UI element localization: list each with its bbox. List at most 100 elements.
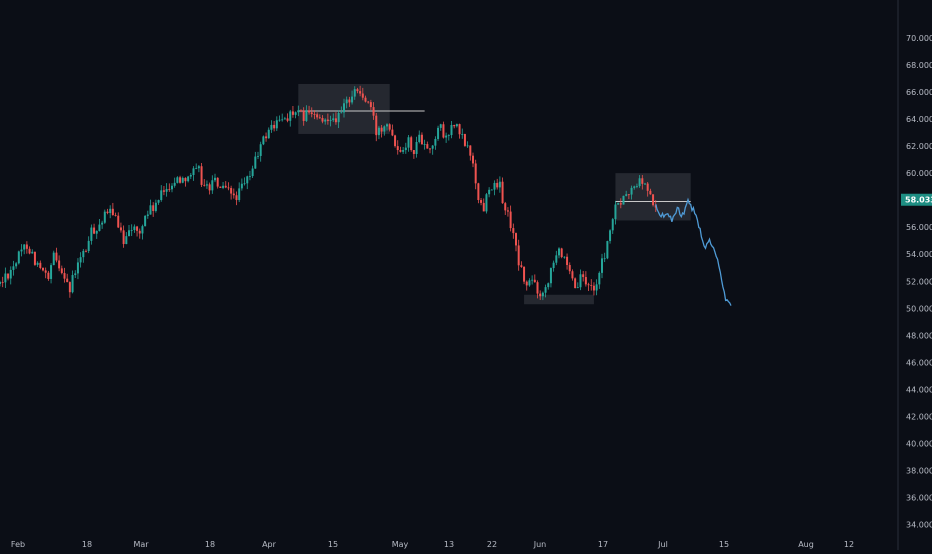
candle-body [109, 208, 112, 214]
candle-body [31, 251, 34, 254]
candle-body [117, 215, 120, 228]
candle-body [445, 135, 448, 138]
candle-body [549, 268, 552, 284]
candle-body [329, 120, 332, 122]
candle-body [216, 177, 219, 187]
candle-body [58, 260, 61, 269]
time-axis[interactable]: Feb 18 Mar 18 Apr 15 May 13 22 Jun 17 Jul 15 Aug 12 [11, 540, 854, 549]
candle-body [520, 265, 523, 267]
price-tick-label: 50.000 [906, 304, 932, 313]
candle-body [66, 278, 69, 283]
time-tick-label: Jul [657, 540, 668, 549]
candle-body [203, 184, 206, 186]
candle-body [587, 284, 590, 286]
price-tick-label: 60.000 [906, 169, 932, 178]
candle-body [633, 186, 636, 188]
candle-body [442, 124, 445, 138]
candle-body [95, 230, 98, 234]
candle-body [262, 136, 265, 145]
candle-body [625, 194, 628, 196]
candle-body [74, 273, 77, 276]
candle-body [316, 114, 319, 118]
candle-body [63, 273, 66, 279]
candle-body [485, 194, 488, 212]
candle-body [238, 188, 241, 201]
time-tick-label: 17 [598, 540, 608, 549]
candle-body [334, 118, 337, 123]
candle-body [463, 134, 466, 146]
candle-body [509, 211, 512, 229]
price-axis[interactable]: 34.000 36.000 38.000 40.000 42.000 44.000 46.0… [897, 0, 932, 550]
candle-body [343, 103, 345, 113]
candle-body [579, 274, 582, 288]
candle-body [246, 176, 249, 184]
candle-body [146, 214, 149, 216]
candle-body [111, 208, 114, 216]
candle-body [356, 89, 359, 92]
candle-body [606, 241, 609, 259]
candle-body [555, 255, 558, 263]
candle-body [469, 145, 472, 156]
candle-body [458, 124, 461, 135]
candle-body [141, 226, 144, 234]
candle-body [391, 129, 394, 136]
candle-body [68, 282, 71, 293]
candle-body [192, 168, 195, 175]
candle-body [386, 124, 388, 127]
candle-body [525, 281, 528, 286]
candle-body [477, 183, 480, 201]
candle-body [394, 135, 397, 147]
candle-body [259, 144, 262, 156]
candle-body [130, 230, 133, 231]
candle-body [407, 137, 410, 148]
price-tick-label: 64.000 [906, 115, 932, 124]
candle-body [187, 176, 190, 182]
candle-body [20, 249, 23, 252]
candle-body [291, 111, 294, 115]
candle-body [211, 180, 214, 191]
candle-body [627, 194, 630, 196]
candle-body [453, 125, 456, 127]
time-tick-label: 18 [82, 540, 92, 549]
candle-body [313, 113, 316, 115]
candle-body [265, 136, 268, 139]
candle-body [1, 281, 4, 283]
candle-body [646, 183, 649, 191]
candle-body [281, 119, 284, 121]
price-tick-label: 56.000 [906, 223, 932, 232]
candle-body [367, 101, 370, 103]
candle-body [603, 258, 606, 260]
candle-body [71, 275, 74, 293]
candle-body [528, 280, 531, 286]
candle-body [224, 185, 227, 188]
candle-body [563, 256, 566, 258]
candle-body [227, 187, 230, 189]
price-tick-label: 70.000 [906, 34, 932, 43]
candle-body [568, 265, 571, 272]
candle-body [361, 93, 364, 98]
candle-body [418, 134, 421, 142]
candle-body [76, 262, 79, 274]
candle-body [592, 285, 595, 291]
time-tick-label: Mar [133, 540, 149, 549]
candle-body [324, 119, 327, 122]
candle-body [396, 146, 399, 151]
candle-body [165, 188, 168, 192]
candle-body [364, 97, 367, 102]
candle-body [576, 287, 579, 289]
candle-body [248, 176, 251, 177]
candle-body [90, 227, 93, 241]
candle-body [566, 256, 569, 266]
candle-body [402, 150, 405, 152]
candle-body [372, 107, 375, 116]
candle-body [630, 187, 633, 195]
candle-body [214, 177, 216, 181]
candle-body [297, 110, 300, 113]
candle-body [208, 184, 211, 191]
candle-body [474, 163, 477, 184]
candle-body [254, 156, 257, 169]
candle-body [539, 293, 542, 297]
candle-body [318, 117, 321, 119]
